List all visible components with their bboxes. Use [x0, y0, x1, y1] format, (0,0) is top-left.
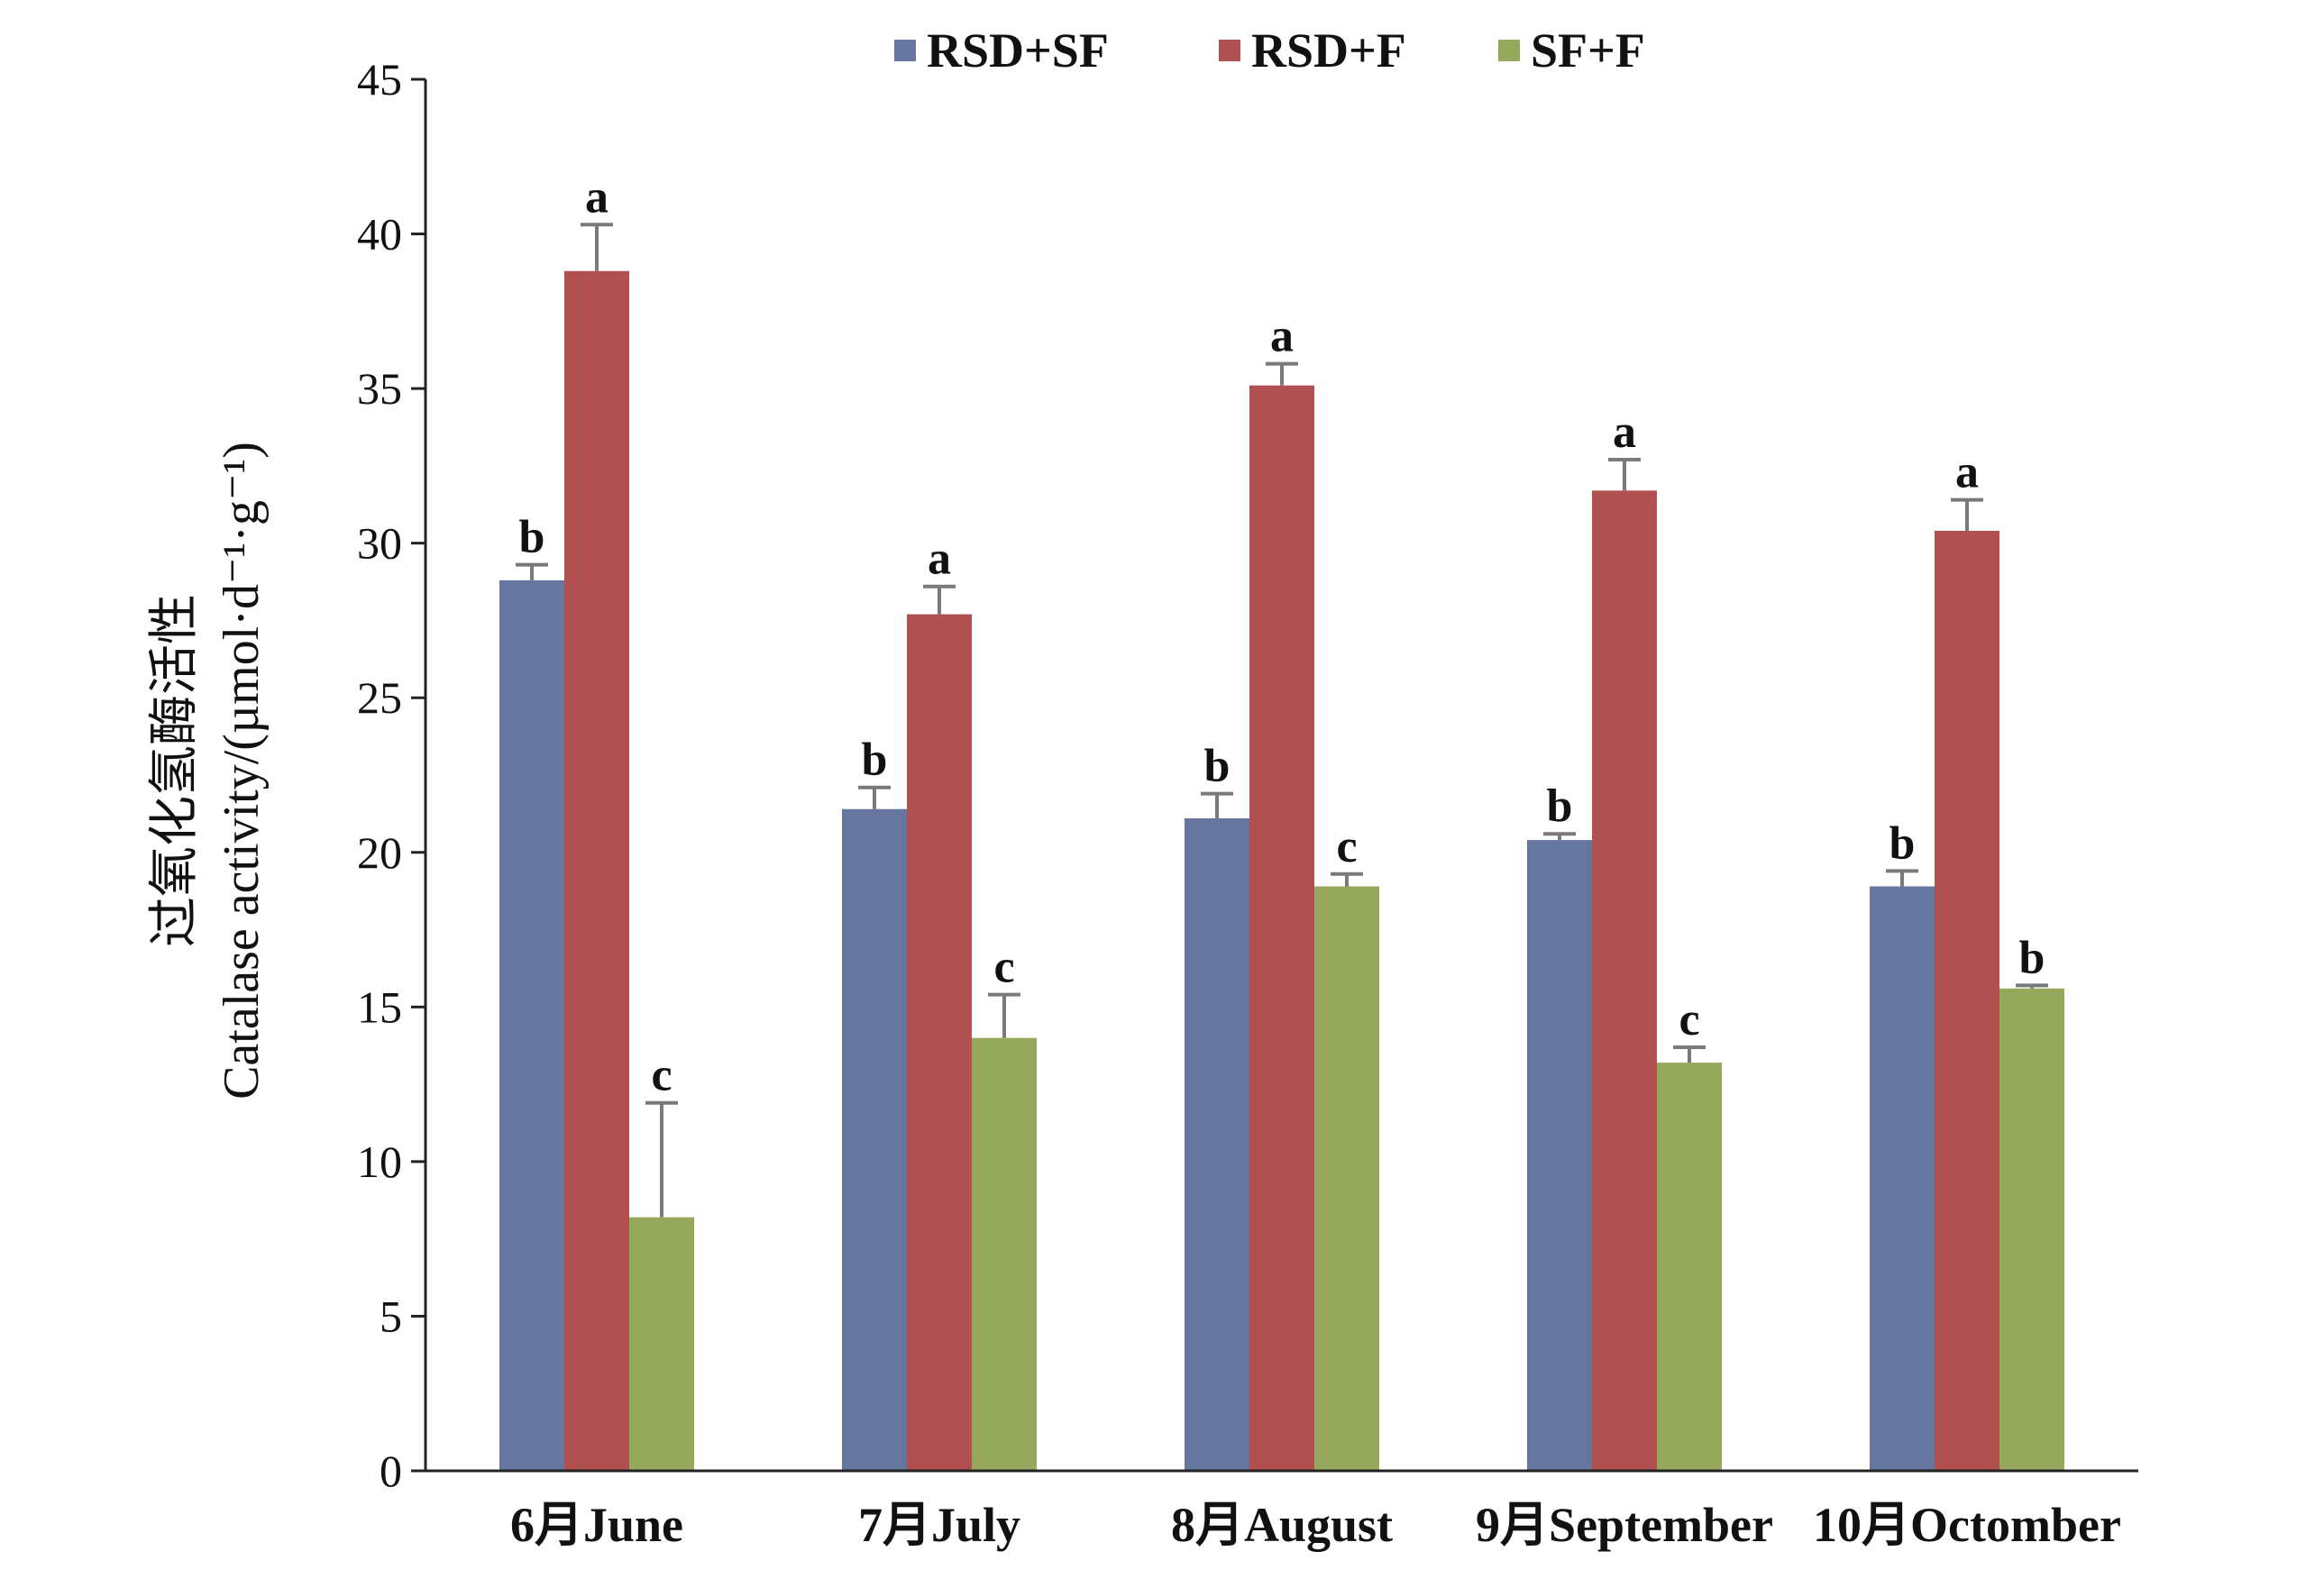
significance-label: c [993, 942, 1014, 993]
significance-label: c [1679, 994, 1699, 1045]
x-tick-label: 7月July [858, 1498, 1020, 1552]
significance-label: b [1889, 817, 1916, 869]
x-tick-label: 9月September [1476, 1498, 1773, 1552]
x-tick-label: 10月Octomber [1813, 1498, 2121, 1552]
bar [499, 580, 564, 1471]
legend: RSD+SF RSD+F SF+F [894, 23, 1645, 78]
legend-label: RSD+F [1251, 23, 1406, 78]
legend-label: SF+F [1531, 23, 1645, 78]
significance-label: b [2019, 932, 2045, 983]
bar [564, 270, 629, 1471]
legend-label: RSD+SF [927, 23, 1109, 78]
significance-label: a [585, 171, 608, 223]
bar [1935, 530, 1999, 1472]
bar [1249, 385, 1314, 1472]
y-axis-label-zh: 过氧化氢酶活性 [147, 594, 203, 947]
bar [1527, 840, 1592, 1471]
y-tick-label: 20 [357, 827, 402, 878]
x-axis: 6月June 7月July 8月August 9月September 10月Octomb… [425, 1469, 2138, 1552]
significance-label: c [1336, 821, 1357, 872]
bar [907, 614, 972, 1471]
y-tick-label: 35 [357, 363, 402, 414]
y-tick-label: 45 [357, 54, 402, 105]
bar [1657, 1063, 1722, 1471]
significance-label: b [1204, 741, 1231, 792]
bar [1185, 818, 1249, 1471]
y-tick-label: 40 [357, 209, 402, 260]
y-tick-label: 0 [380, 1446, 402, 1496]
x-tick-label: 6月June [510, 1498, 683, 1552]
significance-label: c [651, 1050, 672, 1101]
bars: b a c b a c b a c b a c b a b [499, 171, 2064, 1472]
bar [972, 1037, 1037, 1471]
bar [1870, 886, 1935, 1471]
y-tick-label: 30 [357, 518, 402, 569]
significance-label: a [1270, 311, 1294, 362]
bar [629, 1217, 694, 1471]
significance-label: b [519, 512, 545, 563]
significance-label: a [1955, 447, 1979, 498]
y-tick-label: 10 [357, 1136, 402, 1187]
y-tick-label: 5 [380, 1291, 402, 1341]
y-axis-label-en: Catalase activity/(µmol·d⁻¹·g⁻¹) [214, 442, 270, 1100]
bar [1592, 490, 1657, 1471]
y-tick-label: 15 [357, 981, 402, 1032]
legend-swatch [1498, 40, 1520, 61]
significance-label: b [862, 735, 888, 786]
significance-label: a [1613, 406, 1636, 458]
legend-swatch [894, 40, 916, 61]
significance-label: a [928, 534, 951, 585]
bar [1314, 886, 1379, 1471]
bar [1999, 988, 2064, 1471]
legend-swatch [1219, 40, 1240, 61]
significance-label: b [1547, 780, 1573, 832]
y-axis: 0 5 10 15 20 25 30 35 40 45 [357, 54, 427, 1496]
x-tick-label: 8月August [1171, 1498, 1393, 1552]
y-tick-label: 25 [357, 672, 402, 723]
bar [842, 808, 907, 1471]
y-axis-title: 过氧化氢酶活性 Catalase activity/(µmol·d⁻¹·g⁻¹) [147, 442, 270, 1100]
